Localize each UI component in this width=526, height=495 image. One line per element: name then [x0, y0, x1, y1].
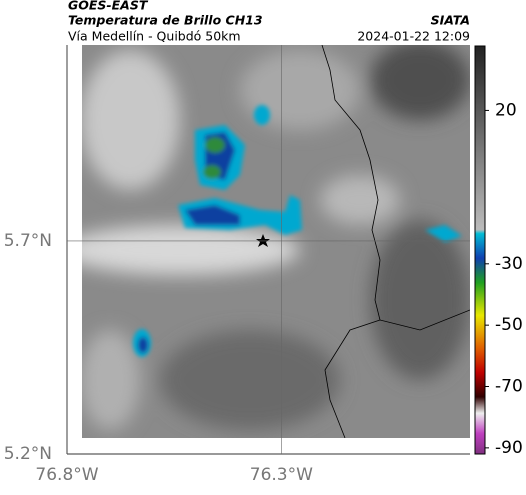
colorbar-tick-label: -30: [495, 254, 523, 274]
x-tick-label: 76.3°W: [250, 465, 313, 485]
location: Vía Medellín - Quibdó 50km: [68, 29, 241, 44]
subtitle: Temperatura de Brillo CH13: [68, 13, 263, 28]
x-tick-label: 76.8°W: [35, 465, 98, 485]
colorbar-tick-label: -70: [495, 377, 523, 397]
y-tick-label: 5.2°N: [4, 444, 52, 464]
colorbar-tick-label: -90: [495, 438, 523, 458]
source: SIATA: [431, 13, 470, 28]
location-marker: [256, 234, 270, 247]
colorbar-tick-label: 20: [495, 100, 517, 120]
timestamp: 2024-01-22 12:09: [357, 29, 470, 44]
y-tick-label: 5.7°N: [4, 231, 52, 251]
colorbar: [474, 45, 486, 455]
satellite-image: [82, 45, 470, 438]
title: GOES-EAST: [68, 0, 149, 13]
colorbar-tick-label: -50: [495, 315, 523, 335]
